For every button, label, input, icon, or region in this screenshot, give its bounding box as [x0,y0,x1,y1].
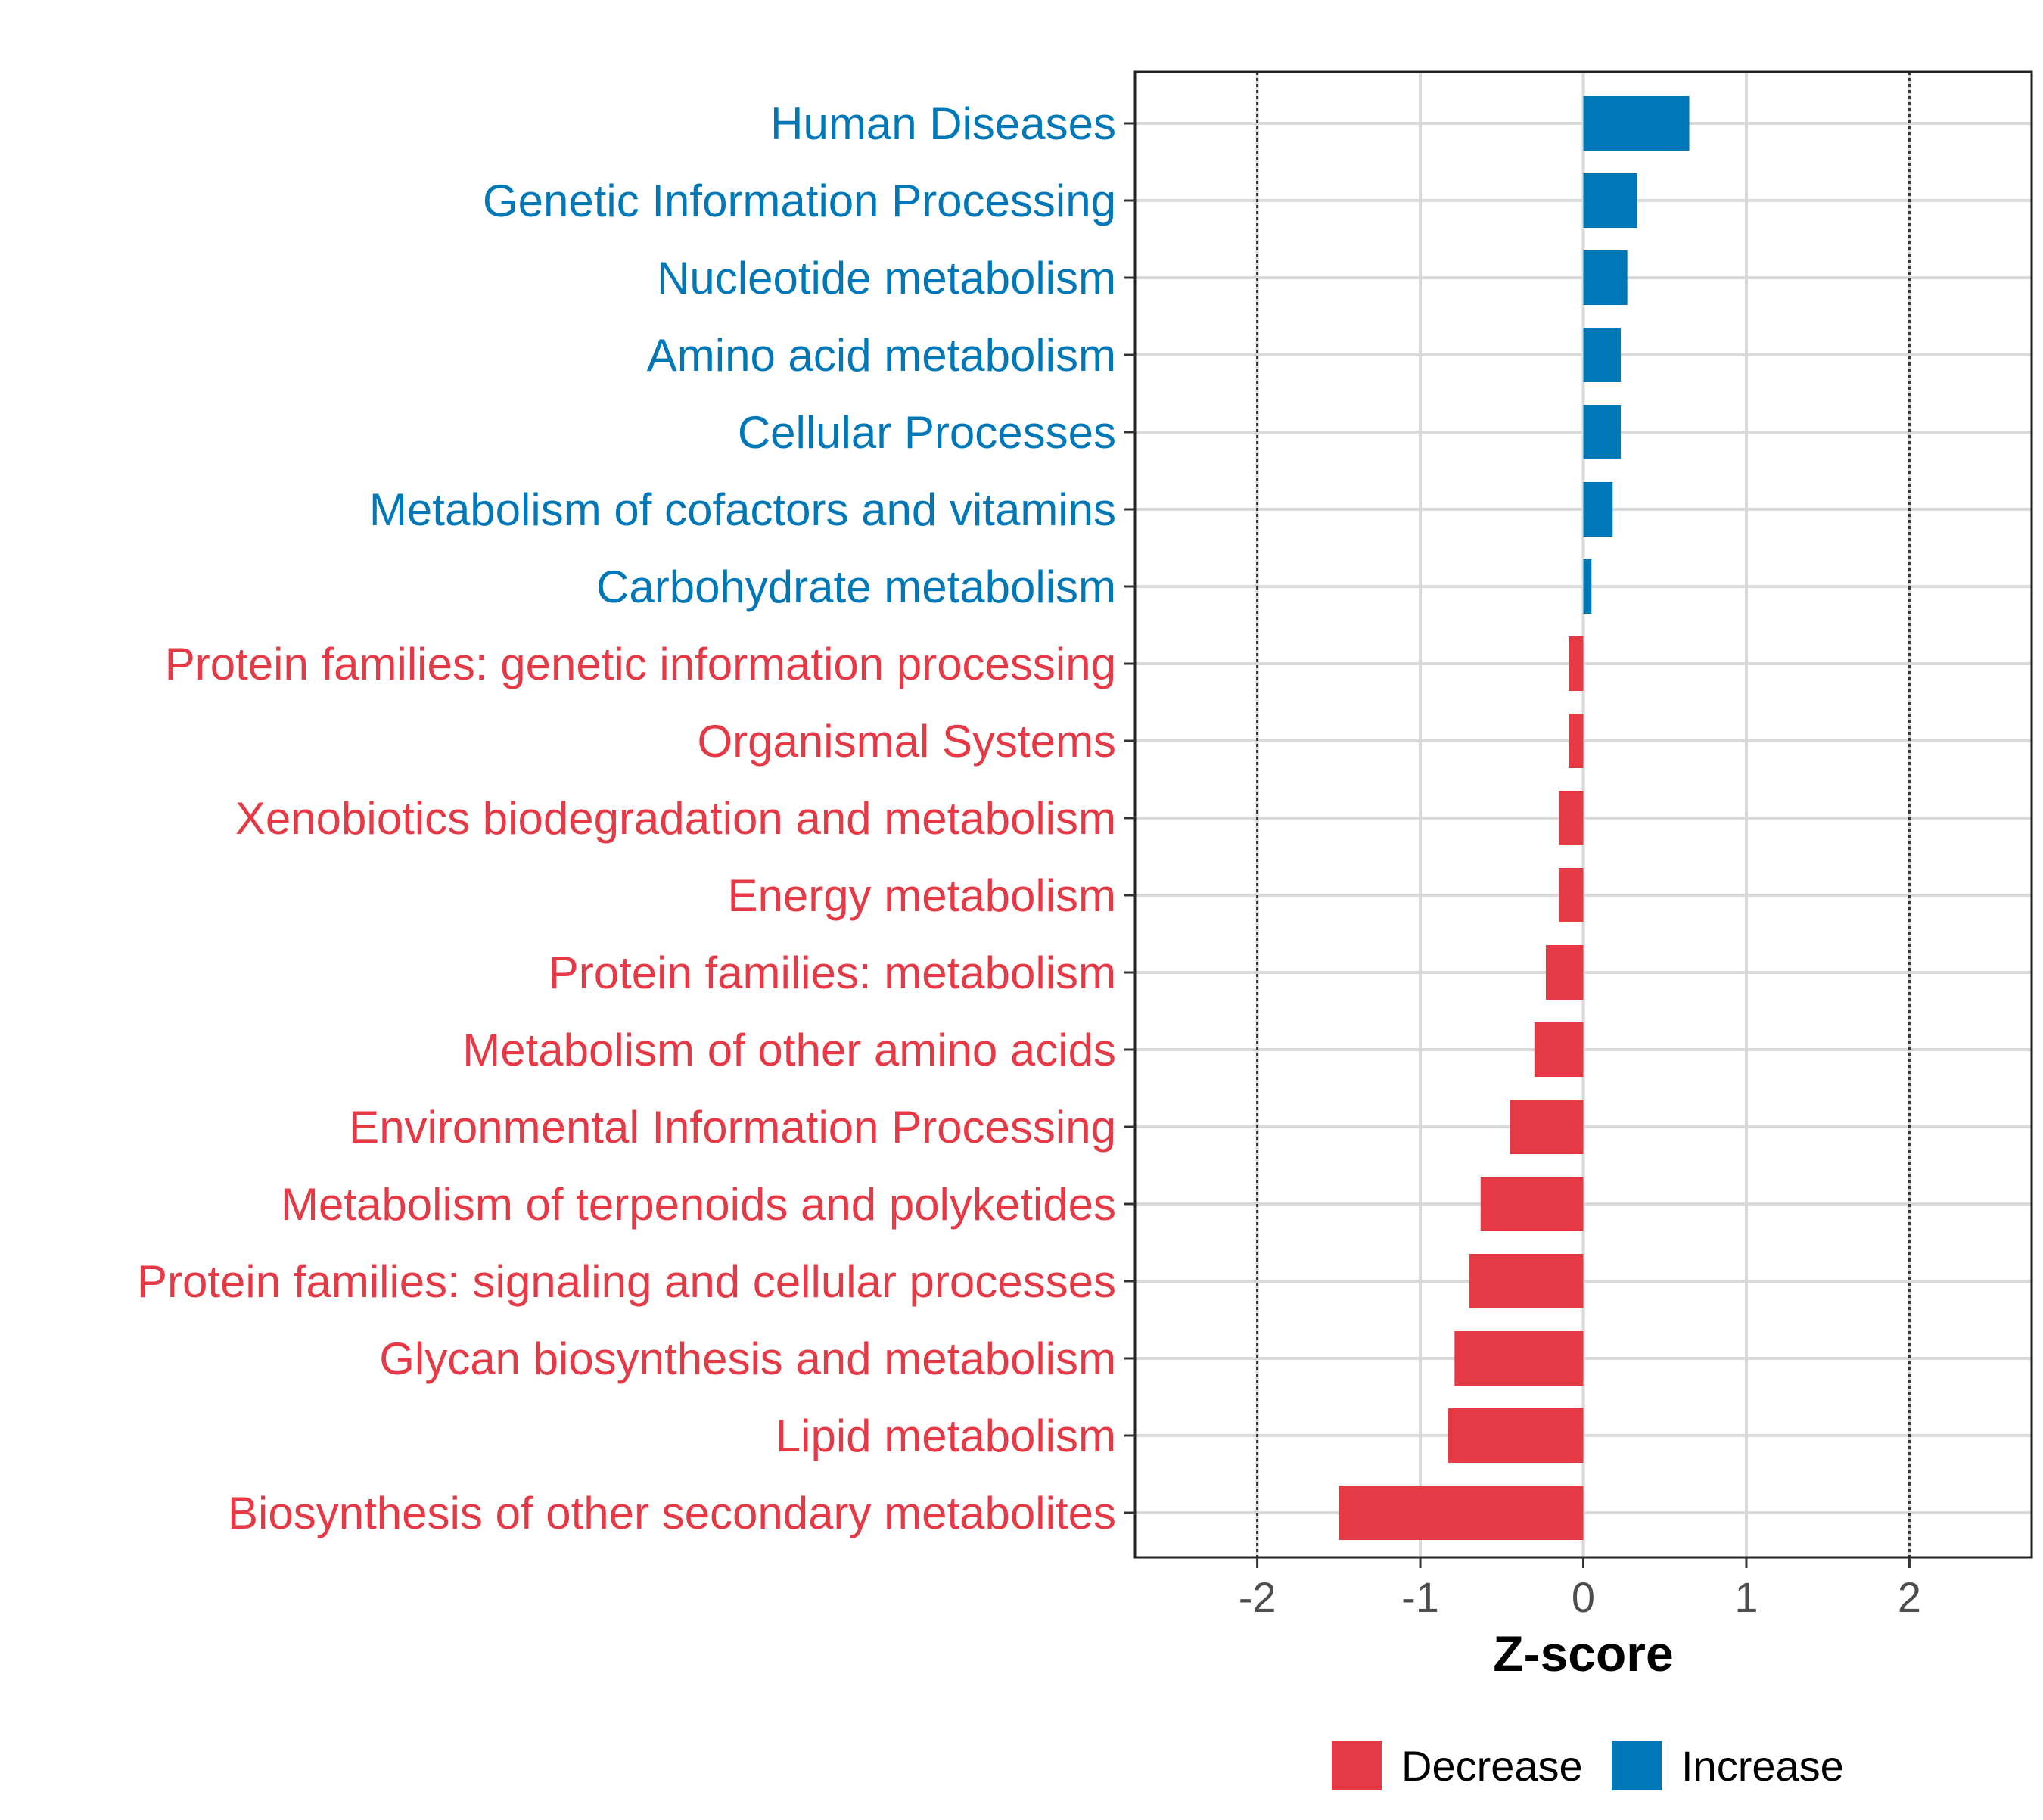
category-label: Protein families: signaling and cellular… [137,1256,1116,1307]
bar-increase [1583,96,1690,151]
x-tick-label: -1 [1401,1573,1439,1621]
x-tick-label: -2 [1239,1573,1276,1621]
bar-decrease [1559,868,1584,922]
bar-decrease [1469,1254,1584,1308]
bar-decrease [1545,945,1584,1000]
x-axis-title: Z-score [1493,1626,1673,1682]
reference-lines [1256,72,1911,1557]
x-tick-label: 2 [1898,1573,1921,1621]
category-label: Xenobiotics biodegradation and metabolis… [235,793,1116,844]
category-label: Lipid metabolism [776,1411,1116,1461]
bar-increase [1583,250,1628,305]
bar-increase [1583,328,1622,382]
category-label: Carbohydrate metabolism [596,562,1116,612]
legend-label-decrease: Decrease [1401,1742,1583,1790]
category-label: Environmental Information Processing [349,1102,1116,1153]
bar-increase [1583,559,1592,614]
category-label: Nucleotide metabolism [657,253,1116,303]
category-label: Human Diseases [770,98,1116,149]
bar-decrease [1448,1408,1584,1463]
legend: Decrease Increase [1332,1741,1844,1790]
y-axis-category-labels: Human Diseases Genetic Information Proces… [137,98,1116,1538]
bar-increase [1583,482,1613,537]
bar-increase [1583,405,1622,459]
bar-decrease [1339,1486,1584,1540]
legend-swatch-increase [1612,1741,1662,1790]
legend-label-increase: Increase [1681,1742,1844,1790]
category-label: Biosynthesis of other secondary metaboli… [228,1488,1116,1538]
bar-decrease [1569,714,1584,768]
bar-decrease [1569,636,1584,691]
category-label: Glycan biosynthesis and metabolism [379,1333,1116,1384]
x-tick-label: 1 [1734,1573,1758,1621]
category-label: Metabolism of other amino acids [462,1025,1116,1075]
bar-decrease [1510,1100,1584,1154]
category-label: Protein families: genetic information pr… [165,639,1116,689]
category-label: Amino acid metabolism [647,330,1116,381]
bar-decrease [1480,1177,1584,1231]
category-label: Metabolism of terpenoids and polyketides [281,1179,1116,1230]
x-axis-ticks: -2 -1 0 1 2 [1239,1557,1921,1621]
bar-decrease [1559,791,1584,845]
category-label: Protein families: metabolism [549,947,1116,998]
category-label: Metabolism of cofactors and vitamins [369,484,1116,535]
bar-increase [1583,173,1637,228]
category-label: Energy metabolism [727,870,1116,921]
legend-swatch-decrease [1332,1741,1382,1790]
x-tick-label: 0 [1572,1573,1595,1621]
category-label: Organismal Systems [698,716,1116,767]
category-label: Genetic Information Processing [483,176,1116,226]
y-axis-ticks [1124,122,1135,1514]
bars [1339,96,1690,1540]
category-label: Cellular Processes [738,407,1116,458]
bar-decrease [1534,1022,1584,1077]
bar-decrease [1454,1331,1584,1386]
